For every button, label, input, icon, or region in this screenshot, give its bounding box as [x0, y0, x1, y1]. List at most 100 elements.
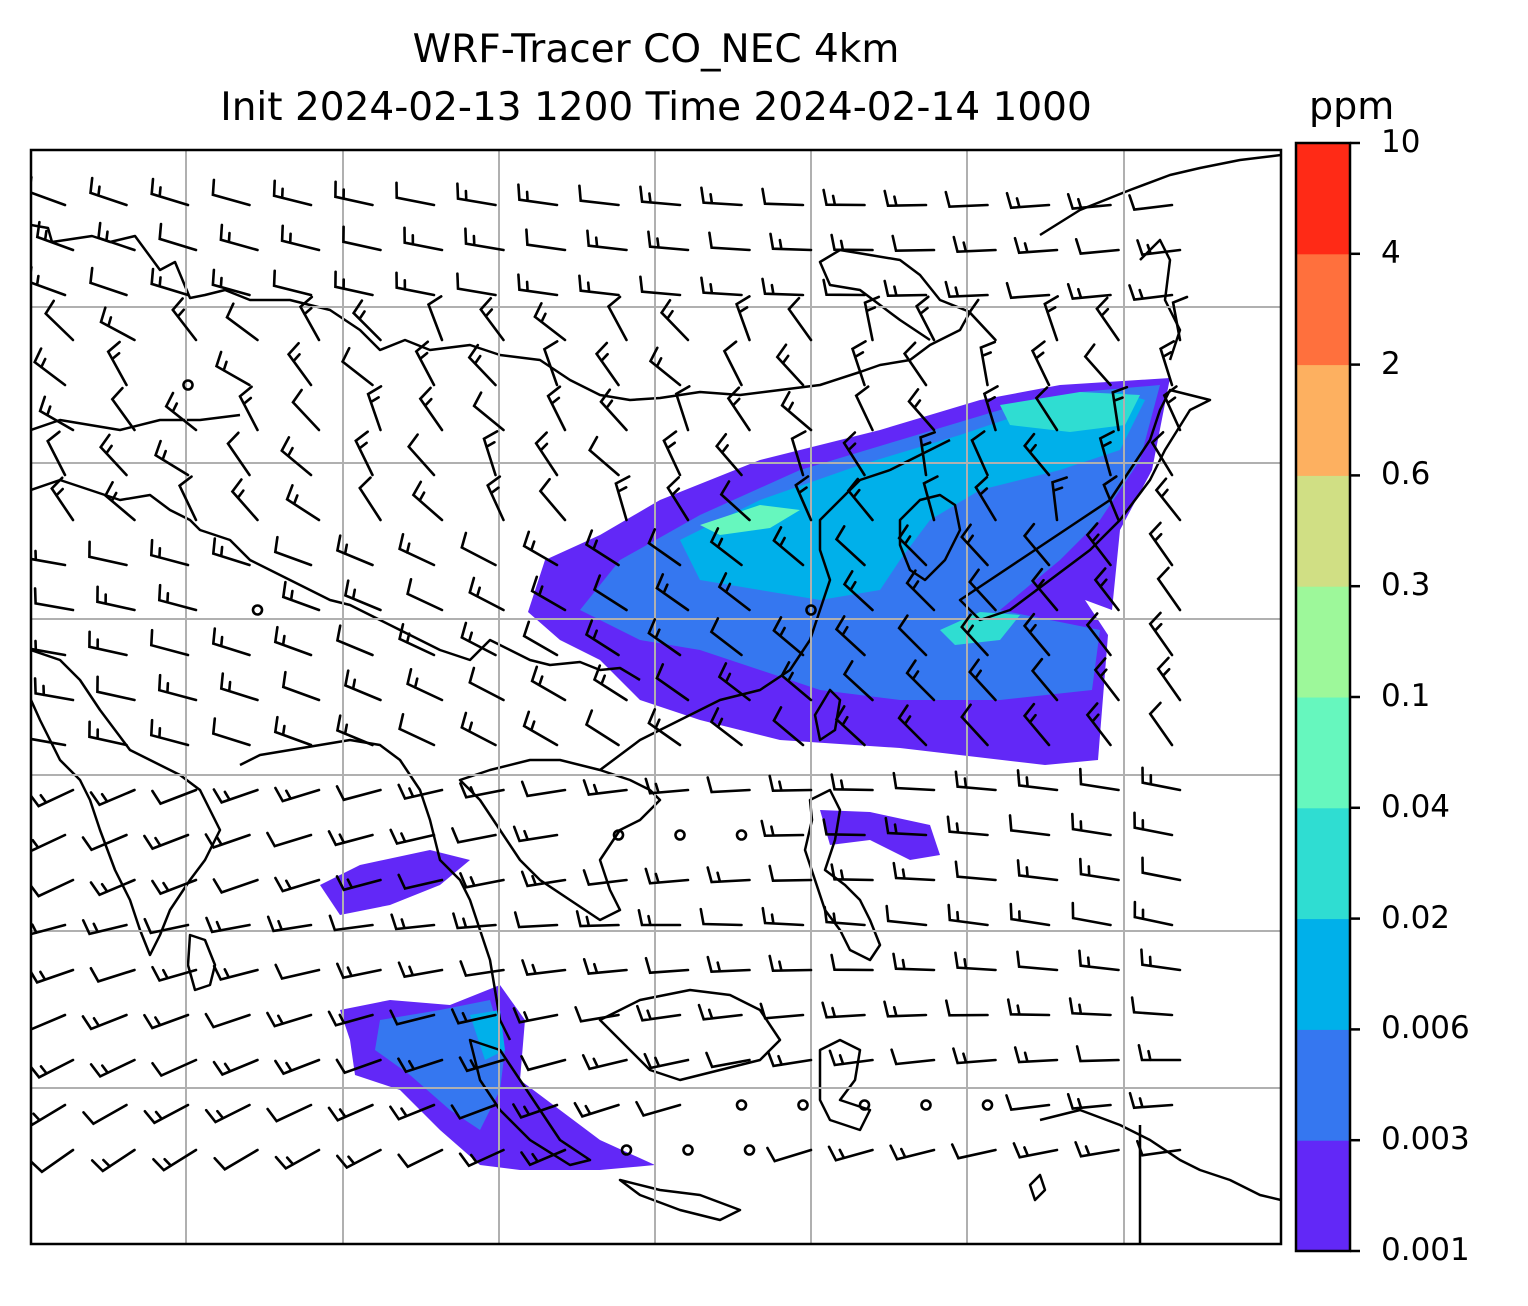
wind-barb: [1005, 191, 1051, 210]
wind-barb: [830, 773, 874, 792]
wind-barb: [772, 706, 805, 747]
wind-barb: [647, 230, 690, 252]
wind-barb-calm: [674, 829, 686, 841]
wind-barb: [823, 905, 866, 927]
wind-barb: [31, 833, 67, 853]
wind-barb-calm: [620, 1144, 633, 1156]
wind-barb: [274, 786, 321, 803]
wind-barb: [450, 1103, 497, 1120]
wind-barb: [479, 297, 505, 342]
wind-barb: [89, 788, 136, 807]
wind-barb: [1128, 284, 1174, 302]
wind-barb: [88, 540, 128, 567]
wind-barb: [407, 433, 436, 477]
wind-barb: [225, 302, 259, 342]
wind-barb: [154, 439, 190, 477]
wind-barb: [1133, 900, 1174, 927]
wind-barb: [1150, 431, 1174, 477]
wind-barb: [31, 1148, 75, 1174]
wind-barb-calm: [735, 829, 748, 841]
wind-barb: [335, 624, 374, 657]
wind-barb: [212, 788, 259, 804]
wind-barb: [1141, 766, 1182, 792]
wind-barb: [726, 386, 751, 432]
wind-barb: [351, 299, 382, 342]
wind-barb: [834, 705, 866, 747]
wind-barb: [1034, 386, 1059, 432]
wind-barb: [103, 481, 136, 522]
wind-barb: [715, 433, 743, 477]
wind-barb: [588, 435, 620, 477]
wind-barb: [335, 875, 382, 892]
wind-barb: [522, 620, 559, 657]
wind-barb: [1013, 236, 1059, 255]
wind-barb: [460, 711, 497, 747]
wind-barb: [768, 954, 813, 973]
wind-barb: [1148, 611, 1174, 657]
wind-barb: [328, 914, 374, 932]
wind-barb: [769, 232, 813, 252]
wind-barb: [336, 1148, 382, 1170]
wind-barb: [96, 585, 136, 612]
wind-barb: [982, 385, 999, 432]
wind-barb: [883, 1000, 928, 1018]
wind-barb: [534, 431, 559, 477]
wind-barb: [697, 1003, 743, 1021]
colorbar-unit-label: ppm: [1309, 84, 1395, 128]
wind-barb: [1140, 948, 1182, 972]
wind-barb: [648, 346, 682, 387]
wind-barb: [1030, 657, 1059, 702]
wind-barb: [214, 350, 251, 387]
wind-barb: [1079, 857, 1120, 882]
wind-barb: [655, 663, 690, 702]
wind-barb: [451, 827, 497, 844]
wind-barb: [639, 185, 682, 207]
wind-barb: [81, 833, 128, 852]
wind-barb: [775, 343, 805, 387]
wind-barb: [883, 189, 928, 208]
wind-barb: [581, 1054, 628, 1071]
wind-barb: [614, 475, 631, 522]
wind-barb: [647, 528, 682, 567]
wind-barb: [81, 919, 128, 936]
wind-barb-calm: [251, 604, 264, 616]
wind-barb: [389, 1103, 436, 1121]
wind-barb: [1066, 283, 1112, 300]
wind-barb: [1171, 295, 1189, 342]
wind-barb: [89, 266, 128, 297]
wind-barb: [1013, 1046, 1059, 1064]
wind-barb: [584, 709, 620, 747]
wind-barb: [1030, 340, 1051, 387]
wind-barb: [1093, 657, 1120, 702]
wind-barb: [644, 777, 690, 795]
wind-barb: [398, 713, 436, 747]
wind-barb: [666, 476, 690, 522]
wind-barb: [944, 280, 989, 299]
wind-barb: [890, 1048, 936, 1066]
central-asia-coast: [31, 413, 241, 432]
colorbar-ticks: [1350, 141, 1360, 1253]
wind-barb: [1085, 612, 1112, 657]
wind-barb: [389, 1009, 436, 1026]
wind-barb: [149, 538, 190, 567]
wind-barb: [204, 1012, 251, 1029]
wind-barb: [211, 178, 251, 207]
colorbar-tick-label: 0.04: [1381, 788, 1451, 825]
wind-barb: [960, 613, 989, 657]
colorbar-tick-label: 0.3: [1381, 567, 1431, 604]
colorbar-segment: [1296, 697, 1350, 809]
wind-barb: [735, 295, 751, 342]
wind-barb: [452, 912, 497, 930]
wind-barb: [897, 524, 928, 567]
indochina: [458, 758, 662, 922]
wind-barb: [458, 1148, 505, 1168]
wind-barb: [418, 386, 444, 432]
wind-barb: [99, 433, 128, 477]
himalaya-border: [31, 478, 641, 682]
wind-barb: [968, 568, 997, 612]
wind-barb: [472, 391, 505, 432]
wind-barb: [637, 909, 682, 927]
wind-barb-calm: [612, 829, 625, 841]
wind-barb: [31, 265, 67, 297]
wind-barb: [538, 477, 567, 522]
